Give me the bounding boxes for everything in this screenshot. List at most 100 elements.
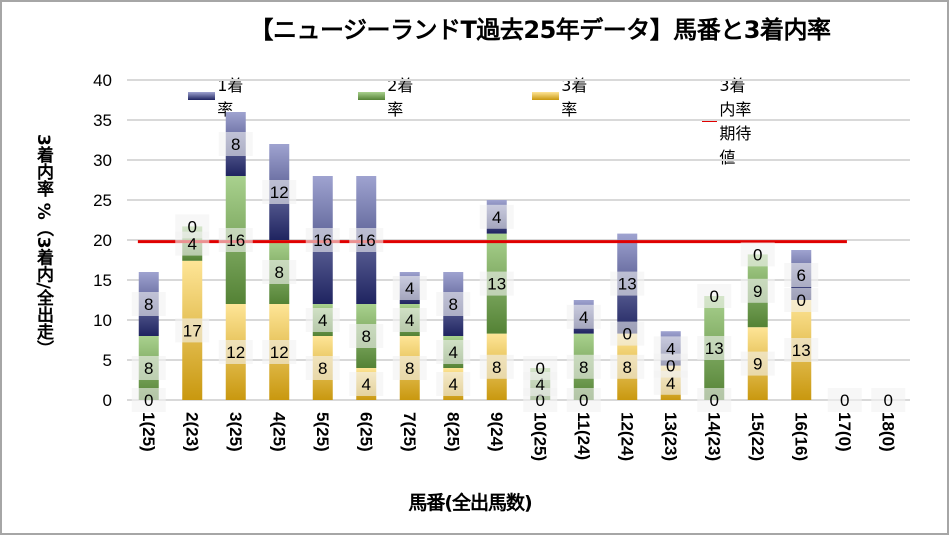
data-label: 4 bbox=[579, 308, 588, 327]
data-label-bg bbox=[392, 276, 427, 300]
data-label: 16 bbox=[357, 231, 376, 250]
data-label-bg bbox=[218, 132, 253, 156]
y-tick-label: 10 bbox=[93, 311, 112, 330]
data-label: 4 bbox=[362, 375, 371, 394]
data-label-bg bbox=[610, 354, 645, 379]
y-tick-label: 5 bbox=[103, 351, 112, 370]
legend-swatch-2nd bbox=[358, 92, 386, 100]
data-label-bg bbox=[131, 292, 166, 316]
x-tick-label: 18(0) bbox=[878, 412, 897, 452]
data-label-bg bbox=[131, 356, 166, 380]
data-label: 0 bbox=[710, 287, 719, 306]
data-label-bg bbox=[436, 292, 471, 316]
data-label-bg bbox=[740, 351, 775, 376]
data-label-bg bbox=[262, 260, 297, 284]
data-label-bg bbox=[566, 354, 601, 379]
data-label: 4 bbox=[666, 339, 675, 358]
data-label: 0 bbox=[188, 217, 197, 236]
data-label-bg bbox=[436, 372, 471, 396]
legend-swatch-3rd bbox=[532, 92, 560, 100]
x-tick-label: 13(23) bbox=[661, 412, 680, 461]
x-tick-label: 4(25) bbox=[269, 412, 288, 452]
data-label: 8 bbox=[362, 327, 371, 346]
x-tick-label: 16(16) bbox=[791, 412, 810, 461]
data-label-bg bbox=[740, 278, 775, 303]
x-tick-label: 17(0) bbox=[835, 412, 854, 452]
data-label: 8 bbox=[144, 359, 153, 378]
data-label: 0 bbox=[579, 391, 588, 410]
data-label-bg bbox=[262, 340, 297, 364]
data-label-bg bbox=[784, 288, 819, 312]
data-label: 6 bbox=[797, 266, 806, 285]
data-label-bg bbox=[305, 308, 340, 332]
data-label: 0 bbox=[144, 391, 153, 410]
data-label: 0 bbox=[884, 391, 893, 410]
x-tick-label: 10(25) bbox=[530, 412, 549, 461]
y-tick-label: 15 bbox=[93, 271, 112, 290]
data-label: 4 bbox=[449, 343, 458, 362]
y-tick-label: 40 bbox=[93, 71, 112, 90]
data-label: 4 bbox=[536, 375, 545, 394]
x-tick-label: 1(25) bbox=[139, 412, 158, 452]
data-label-bg bbox=[349, 324, 384, 348]
data-label: 8 bbox=[623, 358, 632, 377]
x-tick-label: 5(25) bbox=[313, 412, 332, 452]
data-label: 8 bbox=[231, 135, 240, 154]
data-label: 16 bbox=[226, 231, 245, 250]
data-label-bg bbox=[740, 242, 775, 267]
chart-title: 【ニュージーランドT過去25年データ】馬番と3着内率 bbox=[249, 16, 832, 44]
y-tick-label: 35 bbox=[93, 111, 112, 130]
data-label-bg bbox=[784, 263, 819, 287]
data-label-bg bbox=[392, 308, 427, 332]
data-label: 0 bbox=[710, 391, 719, 410]
data-label: 8 bbox=[144, 295, 153, 314]
data-label: 12 bbox=[270, 343, 289, 362]
data-label: 4 bbox=[449, 375, 458, 394]
data-label: 16 bbox=[313, 231, 332, 250]
data-label: 0 bbox=[840, 391, 849, 410]
data-label: 4 bbox=[666, 374, 675, 393]
data-label: 4 bbox=[188, 235, 197, 254]
data-label-bg bbox=[566, 304, 601, 329]
x-tick-label: 8(25) bbox=[443, 412, 462, 452]
data-label-bg bbox=[392, 356, 427, 380]
data-label: 0 bbox=[536, 359, 545, 378]
x-tick-label: 14(23) bbox=[704, 412, 723, 461]
data-label-bg bbox=[479, 271, 514, 296]
data-label-bg bbox=[479, 354, 514, 379]
data-label: 4 bbox=[405, 311, 414, 330]
x-tick-label: 9(24) bbox=[487, 412, 506, 452]
data-label: 0 bbox=[666, 357, 675, 376]
data-label: 8 bbox=[492, 358, 501, 377]
data-label-bg bbox=[131, 388, 166, 412]
data-label: 12 bbox=[270, 183, 289, 202]
data-label-bg bbox=[827, 388, 862, 412]
data-label-bg bbox=[784, 338, 819, 362]
data-label: 12 bbox=[226, 343, 245, 362]
y-tick-label: 20 bbox=[93, 231, 112, 250]
data-label-bg bbox=[871, 388, 906, 412]
data-label-bg bbox=[610, 271, 645, 296]
y-tick-label: 25 bbox=[93, 191, 112, 210]
data-label-bg bbox=[349, 228, 384, 252]
x-axis-label: 馬番(全出馬数) bbox=[408, 492, 532, 514]
data-label: 8 bbox=[579, 358, 588, 377]
data-label-bg bbox=[697, 388, 732, 412]
data-label-bg bbox=[566, 388, 601, 412]
data-label-bg bbox=[218, 228, 253, 252]
data-label: 8 bbox=[275, 263, 284, 282]
data-label: 17 bbox=[183, 321, 202, 340]
data-label: 4 bbox=[492, 208, 501, 227]
data-label: 9 bbox=[753, 282, 762, 301]
x-tick-label: 12(24) bbox=[617, 412, 636, 461]
y-axis-label: 3着内率 %（3着内/全出走） bbox=[33, 133, 53, 357]
data-label: 13 bbox=[705, 339, 724, 358]
data-label-bg bbox=[218, 340, 253, 364]
data-label-bg bbox=[305, 228, 340, 252]
data-label-bg bbox=[436, 340, 471, 364]
data-label-bg bbox=[697, 284, 732, 308]
x-tick-label: 6(25) bbox=[356, 412, 375, 452]
data-label-bg bbox=[479, 204, 514, 229]
data-label-bg bbox=[175, 214, 210, 239]
